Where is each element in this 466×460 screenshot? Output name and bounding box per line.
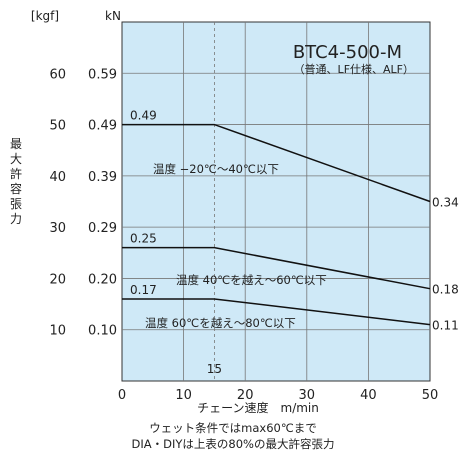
chart-title: BTC4-500-M <box>293 42 402 63</box>
y-axis-title-char: 張 <box>10 197 22 211</box>
series-end-label: 0.34 <box>432 196 459 210</box>
x-tick-label: 40 <box>360 388 377 403</box>
x-axis-title: チェーン速度 m/min <box>197 400 319 415</box>
y-tick-label-kn: 0.20 <box>88 272 117 287</box>
series-name-label: 温度 40℃を越え〜60℃以下 <box>176 273 327 287</box>
y-tick-label-kgf: 10 <box>49 324 66 339</box>
series-start-label: 0.17 <box>130 283 157 297</box>
x-tick-label: 10 <box>175 388 192 403</box>
y-tick-label-kgf: 40 <box>49 170 66 185</box>
series-lines <box>122 123 431 326</box>
plot-area <box>121 21 431 382</box>
y-unit-kn: kN <box>105 9 121 23</box>
y-tick-label-kgf: 60 <box>49 67 66 82</box>
series-line <box>122 246 431 290</box>
note-wet-condition: ウェット条件ではmax60℃まで <box>149 421 317 435</box>
marked-x-label: 15 <box>207 362 222 376</box>
series-line <box>122 298 431 326</box>
chart-subtitle: （普通、LF仕様、ALF） <box>294 62 414 76</box>
note-dia-diy: DIA・DIYは上表の80%の最大許容張力 <box>131 437 335 451</box>
x-tick-label: 20 <box>237 388 254 403</box>
x-tick-label: 30 <box>299 388 316 403</box>
y-unit-kgf: [kgf] <box>31 9 59 23</box>
y-tick-label-kn: 0.29 <box>88 221 117 236</box>
y-axis-title-char: 許 <box>10 167 22 181</box>
y-axis-title-char: 容 <box>10 181 22 196</box>
x-tick-label: 50 <box>422 388 439 403</box>
y-tick-label-kgf: 20 <box>49 272 66 287</box>
series-end-label: 0.11 <box>432 319 459 333</box>
x-tick-label: 0 <box>118 388 126 403</box>
chart-labels: 0 10 20 30 40 50 15 10 0.10 20 0.20 30 0.29 40 0.39 50 0… <box>49 67 458 403</box>
y-tick-label-kn: 0.10 <box>88 324 117 339</box>
y-axis-title-char: 力 <box>10 212 22 226</box>
y-axis-title: 最大許容張力 <box>10 137 22 226</box>
y-tick-label-kn: 0.59 <box>88 67 117 82</box>
series-name-label: 温度 60℃を越え〜80℃以下 <box>145 316 296 330</box>
series-end-label: 0.18 <box>432 283 459 297</box>
y-tick-label-kn: 0.49 <box>88 119 117 134</box>
series-line <box>122 123 431 203</box>
series-name-label: 温度 −20℃〜40℃以下 <box>153 162 279 176</box>
y-axis-title-char: 大 <box>10 152 22 166</box>
series-start-label: 0.25 <box>130 232 157 246</box>
y-axis-title-char: 最 <box>10 137 22 151</box>
y-tick-label-kgf: 50 <box>49 119 66 134</box>
y-tick-label-kn: 0.39 <box>88 170 117 185</box>
y-tick-label-kgf: 30 <box>49 221 66 236</box>
series-start-label: 0.49 <box>130 109 157 123</box>
